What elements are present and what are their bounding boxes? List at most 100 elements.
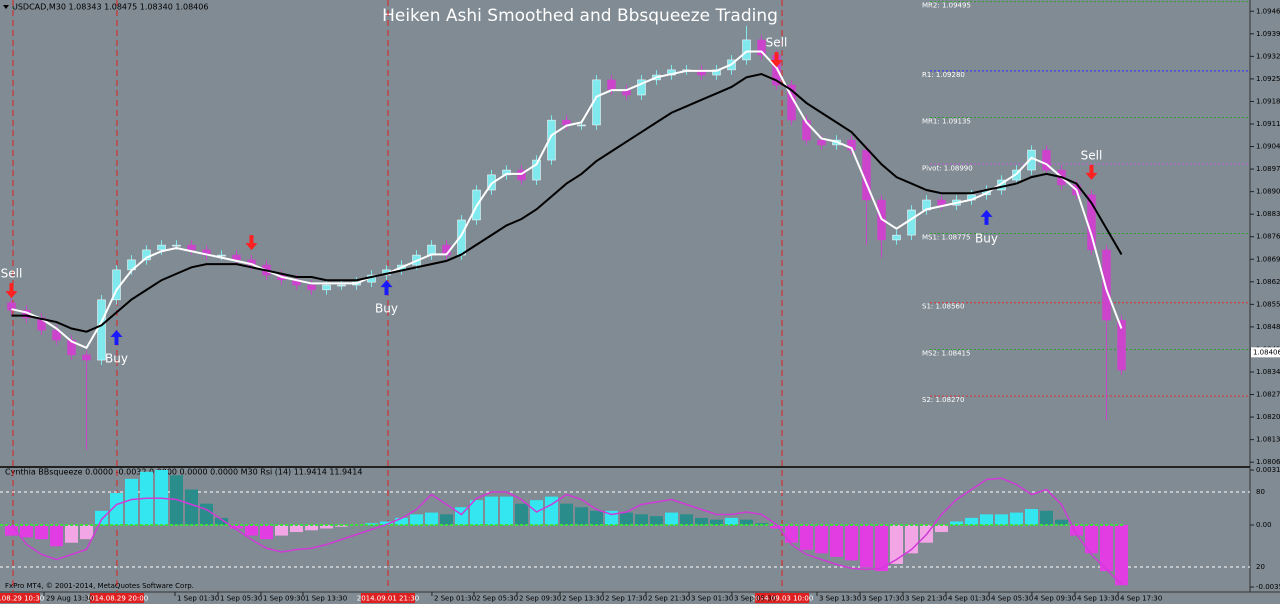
bbsqueeze-bar <box>875 524 888 572</box>
y-tick-label: 1.09395 <box>1256 30 1280 38</box>
header-icon <box>3 5 9 9</box>
bbsqueeze-bar <box>995 514 1008 525</box>
bbsqueeze-bar <box>440 514 453 525</box>
pivot-label: MS1: 1.08775 <box>922 234 970 242</box>
signal-arrow <box>980 209 993 225</box>
bbsqueeze-bar <box>545 496 558 525</box>
y-tick-label: 1.08835 <box>1256 210 1280 218</box>
bbsqueeze-bar <box>890 524 903 564</box>
candle-body <box>817 139 826 146</box>
y-tick-label: 0.00 <box>1256 521 1272 529</box>
y-tick-label: 1.08625 <box>1256 278 1280 286</box>
marker-label-box <box>0 593 40 603</box>
x-tick-label: 3 Sep 01:30 <box>691 595 733 603</box>
bbsqueeze-bar <box>1070 524 1083 536</box>
bbsqueeze-bar <box>215 517 228 525</box>
bbsqueeze-bar <box>800 524 813 550</box>
bbsqueeze-bar <box>155 470 168 525</box>
signal-label: Sell <box>766 36 788 50</box>
candle-body <box>892 234 901 241</box>
x-tick-label: 1 Sep 09:30 <box>263 595 305 603</box>
bbsqueeze-bar <box>1040 510 1053 525</box>
signal-label: Buy <box>375 302 398 316</box>
y2-tick-label: 20 <box>1256 563 1265 571</box>
x-tick-label: 1 Sep 01:30 <box>177 595 219 603</box>
candle-body <box>52 329 61 341</box>
bbsqueeze-bar <box>1025 509 1038 525</box>
candle-body <box>307 284 316 291</box>
candle-body <box>757 39 766 56</box>
candle-body <box>547 119 556 161</box>
y-tick-label: 1.08905 <box>1256 188 1280 196</box>
candle-body <box>907 209 916 236</box>
bbsqueeze-bar <box>1010 512 1023 525</box>
bbsqueeze-bar <box>320 524 333 529</box>
bbsqueeze-bar <box>770 524 783 529</box>
y-tick-label: 1.08695 <box>1256 255 1280 263</box>
x-tick-label: 1 Sep 05:30 <box>220 595 262 603</box>
y-tick-label: 1.08485 <box>1256 323 1280 331</box>
signal-label: Sell <box>1 267 23 281</box>
y-tick-label: 1.08975 <box>1256 165 1280 173</box>
bbsqueeze-bar <box>305 524 318 531</box>
y-tick-label: 1.09185 <box>1256 97 1280 105</box>
candle-body <box>742 39 751 61</box>
marker-label-box <box>361 593 415 603</box>
candle-body <box>802 119 811 141</box>
bbsqueeze-bar <box>245 524 258 536</box>
x-tick-label: 2 Sep 09:30 <box>519 595 561 603</box>
bbsqueeze-bar <box>5 524 18 536</box>
bbsqueeze-bar <box>185 489 198 525</box>
candle-body <box>1117 319 1126 371</box>
signal-arrow <box>1085 164 1098 180</box>
bbsqueeze-bar <box>785 524 798 543</box>
x-tick-label: 4 Sep 01:30 <box>948 595 990 603</box>
bbsqueeze-bar <box>470 500 483 525</box>
bbsqueeze-bar <box>50 524 63 547</box>
pivot-label: S2: 1.08270 <box>922 396 964 404</box>
bbsqueeze-bar <box>425 512 438 525</box>
bbsqueeze-bar <box>20 524 33 538</box>
candle-body <box>1102 249 1111 321</box>
bbsqueeze-bar <box>65 524 78 543</box>
bbsqueeze-bar <box>725 517 738 525</box>
signal-arrow <box>110 330 123 346</box>
y-tick-label: 1.09465 <box>1256 7 1280 15</box>
bbsqueeze-bar <box>590 510 603 525</box>
bbsqueeze-bar <box>680 514 693 525</box>
candle-body <box>532 159 541 181</box>
y2-tick-label: 80 <box>1256 488 1265 496</box>
marker-label: 2014.08.29 10:30 <box>0 595 44 603</box>
x-tick-label: 2 Sep 05:30 <box>476 595 518 603</box>
signal-arrow <box>5 283 18 299</box>
bbsqueeze-bar <box>290 524 303 533</box>
bbsqueeze-bar <box>695 517 708 525</box>
current-price-box <box>1251 347 1280 358</box>
bbsqueeze-bar <box>200 503 213 525</box>
candle-body <box>337 284 346 287</box>
candle-body <box>607 79 616 91</box>
marker-label: 2014.09.03 10:00 <box>751 595 813 603</box>
bbsqueeze-bar <box>710 519 723 525</box>
rsi-line <box>10 477 1123 586</box>
bbsqueeze-bar <box>830 524 843 557</box>
x-tick-label: 1 Sep 13:30 <box>305 595 347 603</box>
x-tick-label: 3 Sep 17:30 <box>862 595 904 603</box>
candle-body <box>82 354 91 361</box>
y-tick-label: 1.08275 <box>1256 391 1280 399</box>
moving-average <box>11 73 1123 333</box>
bbsqueeze-bar <box>35 524 48 540</box>
bbsqueeze-bar <box>1115 524 1128 586</box>
bbsqueeze-bar <box>620 512 633 525</box>
bbsqueeze-bar <box>845 524 858 561</box>
y-tick-label: -0.0035 <box>1256 583 1280 591</box>
bbsqueeze-bar <box>380 521 393 525</box>
marker-label-box <box>755 593 810 603</box>
x-tick-label: 4 Sep 05:30 <box>991 595 1033 603</box>
candle-body <box>172 244 181 247</box>
marker-label: 2014.09.01 21:30 <box>357 595 419 603</box>
bbsqueeze-bar <box>275 524 288 536</box>
candle-body <box>637 79 646 96</box>
bbsqueeze-bar <box>1100 524 1113 572</box>
